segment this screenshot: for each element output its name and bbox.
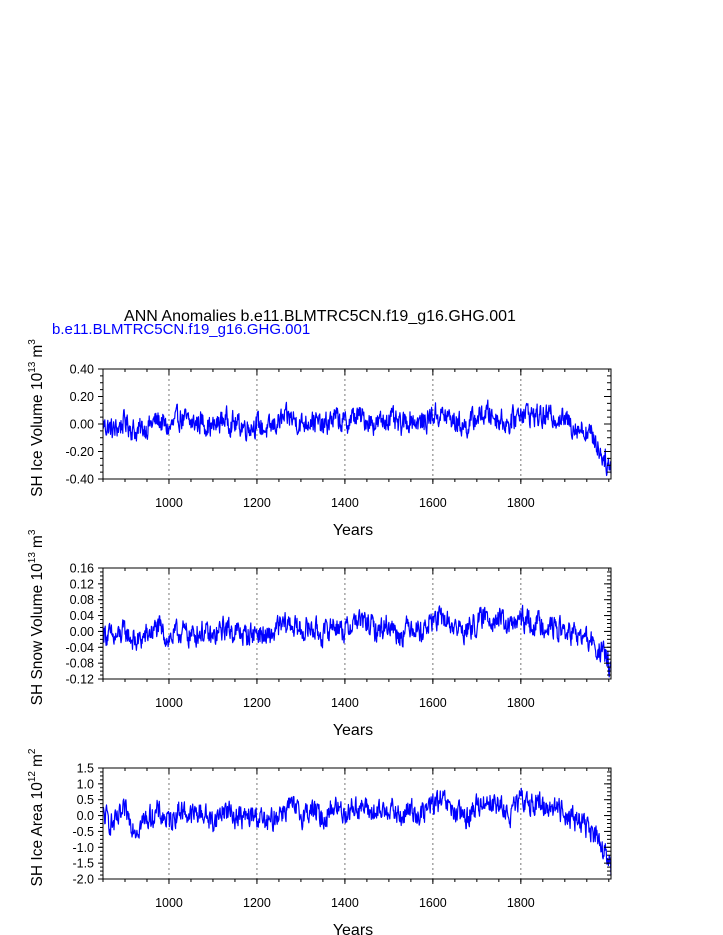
y-tick-label: 0.40 [70,363,94,377]
chart-panel-2: -0.12 -0.08 -0.04 0.00 0.04 0.08 0.120.16 1000 1… [27,529,612,739]
y-axis-label-unit-exp: 2 [27,748,38,754]
y-axis-label-exp: 13 [27,361,38,373]
y-tick-label: 0.08 [70,593,94,607]
chart-panel-3: -2.0 -1.5 -1.0 -0.5 0.0 0.5 1.01.5 1000 1200 1400… [27,748,612,935]
y-tick-label: 1.5 [77,762,94,776]
y-tick-label: 0.12 [70,577,94,591]
y-axis-label-main: SH Ice Volume 10 [29,372,46,496]
x-axis-label: Years [333,722,373,739]
y-tick-label: -0.20 [66,445,95,459]
y-axis-label-exp: 12 [27,771,38,783]
x-tick-label: 1400 [331,896,359,910]
plot-frame [102,767,612,880]
y-tick-label: 0.5 [77,793,94,807]
chart-panel-1: -0.40 -0.20 0.00 0.20 0.40 1000 1200 1400 1600 18… [27,339,612,539]
y-axis-label-exp: 13 [27,552,38,564]
y-tick-label: -1.5 [72,857,94,871]
y-tick-label: 0.16 [70,562,94,576]
panels: -0.40 -0.20 0.00 0.20 0.40 1000 1200 1400 1600 18… [27,339,612,935]
x-tick-label: 1400 [331,696,359,710]
y-tick-label: 0.00 [70,625,94,639]
y-tick-label: -0.04 [66,641,95,655]
x-tick-label: 1200 [243,896,271,910]
y-tick-label: -0.40 [66,473,95,487]
series-line [102,399,612,477]
y-axis-label: SH Snow Volume 1013 m3 [27,529,46,705]
y-axis-label: SH Ice Area 1012 m2 [27,748,46,886]
x-axis-label: Years [333,522,373,539]
x-tick-label: 1200 [243,496,271,510]
x-tick-label: 1800 [507,496,535,510]
y-axis-label-unit: m [29,535,46,548]
series-line [102,787,612,876]
y-axis-label: SH Ice Volume 1013 m3 [27,339,46,497]
y-tick-label: 1.0 [77,777,94,791]
y-tick-label: 0.00 [70,418,94,432]
x-tick-label: 1200 [243,696,271,710]
y-tick-label: 0.04 [70,609,94,623]
y-tick-label: -0.08 [66,657,95,671]
chart-subtitle: b.e11.BLMTRC5CN.f19_g16.GHG.001 [52,321,310,338]
chart-title: ANN Anomalies b.e11.BLMTRC5CN.f19_g16.GH… [124,308,516,325]
y-axis-label-unit-exp: 3 [27,529,38,535]
x-tick-label: 1600 [419,696,447,710]
series-line [102,604,612,678]
y-tick-label: -0.12 [66,673,95,687]
y-axis-label-main: SH Snow Volume 10 [29,563,46,706]
y-axis-label-unit: m [29,754,46,767]
x-tick-label: 1000 [155,896,183,910]
y-axis-label-unit: m [29,345,46,358]
x-tick-label: 1600 [419,896,447,910]
y-tick-label: 0.20 [70,390,94,404]
y-tick-label: 0.0 [77,809,94,823]
x-tick-label: 1600 [419,496,447,510]
y-tick-label: -2.0 [72,873,94,887]
x-tick-label: 1000 [155,696,183,710]
x-tick-label: 1400 [331,496,359,510]
x-tick-label: 1000 [155,496,183,510]
y-axis-label-main: SH Ice Area 10 [29,782,46,887]
x-tick-label: 1800 [507,896,535,910]
y-axis-label-unit-exp: 3 [27,339,38,345]
x-axis-label: Years [333,922,373,935]
y-tick-label: -1.0 [72,841,94,855]
y-tick-label: -0.5 [72,825,94,839]
x-tick-label: 1800 [507,696,535,710]
